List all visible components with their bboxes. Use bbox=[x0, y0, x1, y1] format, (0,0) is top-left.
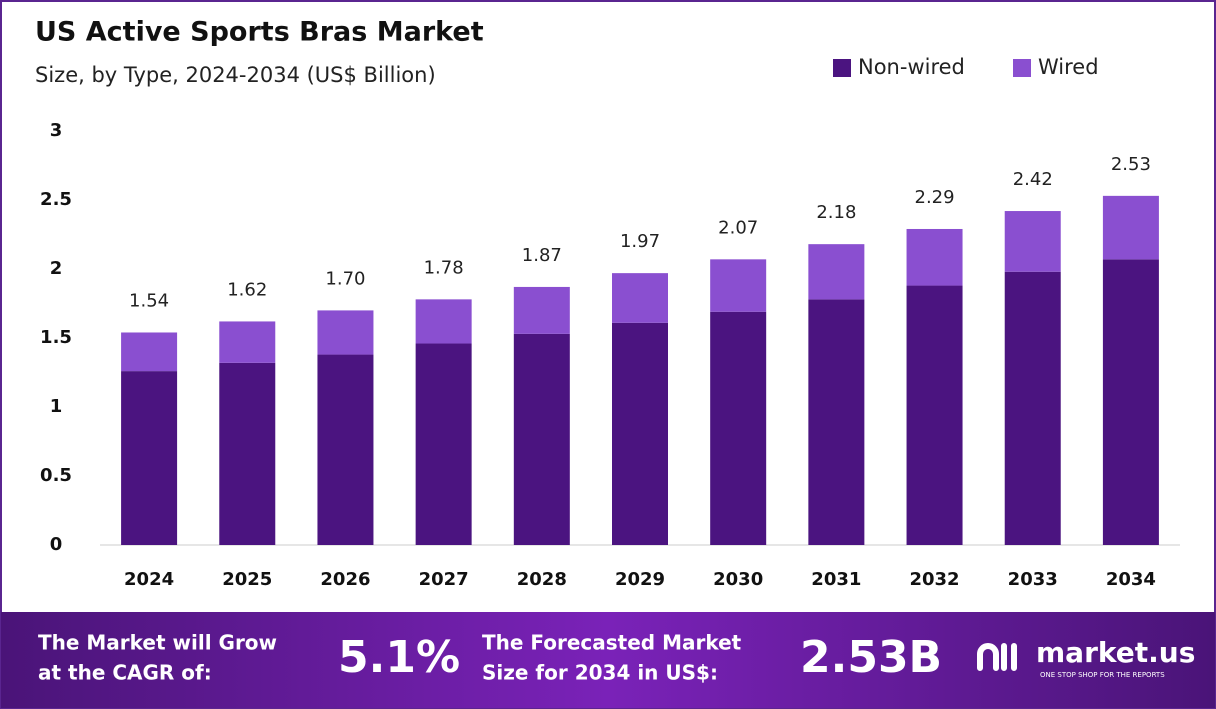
bar-segment bbox=[415, 299, 472, 344]
x-tick-label: 2025 bbox=[222, 569, 272, 590]
x-tick-label: 2029 bbox=[615, 569, 665, 590]
x-tick-label: 2033 bbox=[1008, 569, 1058, 590]
x-tick-label: 2028 bbox=[517, 569, 567, 590]
bar-segment bbox=[710, 311, 767, 545]
total-label: 1.54 bbox=[129, 290, 169, 311]
total-label: 1.78 bbox=[424, 257, 464, 278]
bar-segment bbox=[317, 354, 374, 545]
x-tick-label: 2030 bbox=[713, 569, 763, 590]
cagr-value: 5.1% bbox=[338, 632, 460, 683]
bar-segment bbox=[808, 299, 865, 545]
forecast-value: 2.53B bbox=[800, 632, 942, 683]
bar-segment bbox=[808, 244, 865, 300]
forecast-label: The Forecasted Market bbox=[482, 631, 742, 655]
bar-segment bbox=[1102, 195, 1159, 260]
bar-segment bbox=[906, 228, 963, 286]
bar-segment bbox=[513, 286, 570, 334]
y-tick-label: 1 bbox=[50, 396, 63, 417]
total-label: 2.07 bbox=[718, 217, 758, 238]
y-tick-label: 2.5 bbox=[40, 189, 72, 210]
y-tick-label: 1.5 bbox=[40, 327, 72, 348]
total-label: 1.70 bbox=[325, 268, 365, 289]
total-label: 2.42 bbox=[1013, 169, 1053, 190]
total-label: 1.62 bbox=[227, 279, 267, 300]
y-tick-label: 0 bbox=[50, 534, 63, 555]
total-label: 1.87 bbox=[522, 245, 562, 266]
legend-label: Non-wired bbox=[858, 55, 965, 79]
total-label: 2.53 bbox=[1111, 154, 1151, 175]
legend-swatch bbox=[833, 59, 851, 77]
legend-swatch bbox=[1013, 59, 1031, 77]
x-tick-label: 2032 bbox=[909, 569, 959, 590]
brand-logo bbox=[977, 643, 1017, 671]
y-tick-label: 2 bbox=[50, 258, 63, 279]
total-label: 1.97 bbox=[620, 231, 660, 252]
cagr-label: The Market will Grow bbox=[38, 631, 277, 655]
x-tick-label: 2026 bbox=[320, 569, 370, 590]
y-tick-label: 0.5 bbox=[40, 465, 72, 486]
bar-segment bbox=[1102, 259, 1159, 545]
chart-subtitle: Size, by Type, 2024-2034 (US$ Billion) bbox=[35, 63, 436, 87]
bar-segment bbox=[415, 343, 472, 545]
footer: The Market will Grow at the CAGR of: 5.1… bbox=[1, 612, 1215, 708]
x-tick-label: 2031 bbox=[811, 569, 861, 590]
x-tick-label: 2027 bbox=[419, 569, 469, 590]
tagline: ONE STOP SHOP FOR THE REPORTS bbox=[1040, 671, 1165, 679]
y-tick-label: 3 bbox=[50, 120, 63, 141]
total-label: 2.29 bbox=[915, 187, 955, 208]
total-label: 2.18 bbox=[816, 202, 856, 223]
chart-title: US Active Sports Bras Market bbox=[35, 17, 484, 48]
cagr-label: at the CAGR of: bbox=[38, 661, 212, 685]
brand: market.us bbox=[1036, 636, 1195, 669]
bar-segment bbox=[121, 332, 178, 372]
bar-segment bbox=[317, 310, 374, 355]
bar-segment bbox=[612, 273, 668, 323]
x-tick-label: 2024 bbox=[124, 569, 174, 590]
bar-segment bbox=[121, 371, 178, 545]
bar-segment bbox=[513, 333, 570, 545]
bar-segment bbox=[1004, 211, 1061, 272]
bar-segment bbox=[1004, 271, 1061, 545]
bar-segment bbox=[219, 321, 276, 363]
forecast-label: Size for 2034 in US$: bbox=[482, 661, 718, 685]
bar-segment bbox=[906, 285, 963, 545]
legend-label: Wired bbox=[1038, 55, 1099, 79]
bar-segment bbox=[612, 322, 668, 545]
bar-segment bbox=[219, 362, 276, 545]
bar-segment bbox=[710, 259, 767, 312]
x-tick-label: 2034 bbox=[1106, 569, 1156, 590]
